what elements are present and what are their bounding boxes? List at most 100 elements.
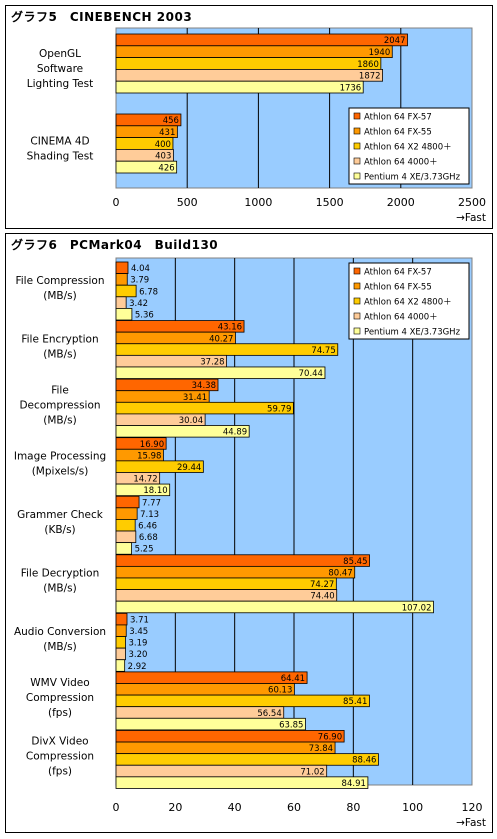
data-label: 2047 — [384, 36, 406, 46]
tick-label: 0 — [113, 196, 120, 209]
data-label: 7.77 — [142, 498, 161, 508]
bar — [115, 764, 328, 778]
data-label: 74.40 — [310, 592, 334, 602]
data-label: 2.92 — [128, 662, 147, 672]
bar — [115, 307, 133, 321]
data-label: 3.71 — [130, 615, 149, 625]
category-label: (Mpixels/s) — [32, 465, 89, 477]
data-label: 43.16 — [218, 323, 242, 333]
data-label: 74.75 — [311, 346, 335, 356]
data-label: 431 — [159, 128, 175, 138]
category-label: (MB/s) — [43, 290, 76, 302]
bar — [115, 273, 128, 286]
data-label: 88.46 — [352, 756, 376, 766]
bar — [115, 425, 250, 438]
data-label: 5.25 — [135, 545, 154, 555]
data-label: 7.13 — [140, 510, 159, 520]
data-label: 56.54 — [257, 709, 281, 719]
legend-label: Pentium 4 XE/3.73GHz — [364, 328, 461, 338]
bar — [115, 647, 126, 661]
pcmark-chart: 4.04 3.796.78 3.42 5.36 File Compression (MB/… — [14, 257, 486, 829]
category-label: File — [51, 384, 69, 396]
bar — [115, 717, 306, 731]
category-label: (MB/s) — [43, 348, 76, 360]
bar — [115, 45, 393, 58]
data-label: 63.85 — [279, 720, 303, 730]
bar — [115, 160, 178, 174]
axis-label: →Fast — [456, 817, 486, 829]
tick-label: 40 — [228, 801, 242, 814]
bar — [115, 671, 308, 684]
category-label: Grammer Check — [17, 509, 104, 521]
category-label: DivX Video — [31, 736, 88, 748]
data-label: 80.47 — [328, 568, 352, 578]
data-label: 85.41 — [343, 697, 367, 707]
data-label: 1940 — [369, 48, 391, 58]
legend-label: Athlon 64 FX-57 — [364, 268, 432, 278]
category-label: Decompression — [19, 399, 100, 411]
legend-label: Athlon 64 FX-57 — [364, 113, 432, 123]
data-label: 1736 — [340, 83, 362, 93]
category-label: File Decryption — [21, 568, 100, 580]
chart-title: グラフ6 PCMark04 Build130 — [11, 238, 219, 252]
legend — [348, 262, 470, 340]
category-label: Compression — [26, 751, 94, 763]
tick-label: 100 — [402, 801, 423, 814]
category-label: Shading Test — [27, 151, 94, 163]
legend-label: Pentium 4 XE/3.73GHz — [364, 173, 461, 183]
data-label: 37.28 — [200, 357, 224, 367]
data-label: 31.41 — [183, 393, 207, 403]
data-label: 60.13 — [268, 686, 292, 696]
data-label: 3.20 — [128, 650, 147, 660]
data-label: 3.45 — [129, 627, 148, 637]
bar — [115, 530, 137, 544]
data-label: 74.27 — [310, 580, 334, 590]
bar — [115, 554, 370, 567]
data-label: 1860 — [357, 60, 379, 70]
category-label: OpenGL — [39, 48, 81, 60]
data-label: 3.79 — [130, 276, 149, 286]
category-label: File Compression — [15, 275, 104, 287]
bar — [115, 483, 171, 497]
category-label: File Encryption — [21, 333, 98, 345]
legend-label: Athlon 64 X2 4800＋ — [364, 298, 452, 308]
bar — [115, 636, 126, 649]
data-label: 14.72 — [133, 475, 157, 485]
chart-title: グラフ5 CINEBENCH 2003 — [11, 10, 193, 24]
legend-swatch — [353, 142, 361, 150]
tick-label: 2500 — [458, 196, 486, 209]
legend-swatch — [353, 312, 361, 320]
data-label: 6.46 — [138, 522, 157, 532]
tick-label: 2000 — [387, 196, 415, 209]
bar — [115, 69, 383, 82]
data-label: 73.84 — [309, 744, 333, 754]
category-label: (KB/s) — [44, 524, 75, 536]
tick-label: 500 — [177, 196, 198, 209]
category-label: (MB/s) — [43, 414, 76, 426]
data-label: 59.79 — [267, 404, 291, 414]
legend-swatch — [353, 127, 361, 135]
data-label: 18.10 — [143, 486, 167, 496]
category-label: WMV Video — [30, 677, 89, 689]
data-label: 403 — [155, 152, 171, 162]
data-label: 71.02 — [300, 767, 324, 777]
data-label: 5.36 — [135, 311, 154, 321]
bar — [115, 753, 379, 766]
bar — [115, 80, 364, 94]
legend — [348, 107, 470, 185]
tick-label: 120 — [462, 801, 483, 814]
legend-label: Athlon 64 4000＋ — [364, 313, 438, 323]
bar — [115, 296, 127, 309]
category-label: (fps) — [48, 707, 72, 719]
bar — [115, 624, 127, 637]
bar — [115, 366, 326, 379]
data-label: 30.04 — [179, 416, 203, 426]
category-label: Image Processing — [14, 450, 106, 462]
bar — [115, 33, 408, 47]
bar — [115, 495, 140, 509]
bar — [115, 694, 370, 708]
legend-label: Athlon 64 X2 4800＋ — [364, 143, 452, 153]
tick-label: 1500 — [316, 196, 344, 209]
data-label: 6.68 — [139, 533, 158, 543]
